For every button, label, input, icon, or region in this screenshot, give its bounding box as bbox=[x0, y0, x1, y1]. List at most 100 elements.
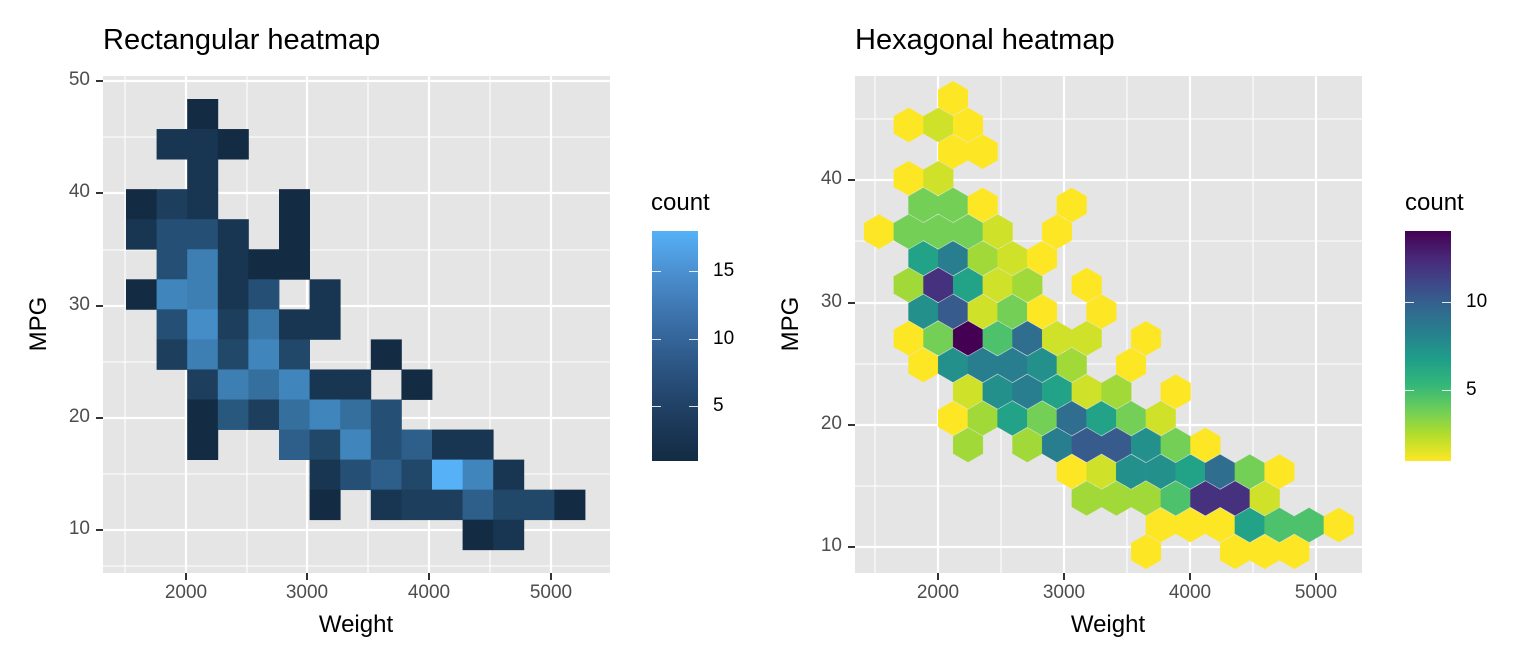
hex-ytick-mark bbox=[848, 424, 855, 426]
heatmap-tile bbox=[156, 279, 188, 310]
rect-ytick-mark bbox=[96, 417, 103, 419]
heatmap-tile bbox=[462, 489, 494, 521]
heatmap-tile bbox=[187, 219, 219, 250]
heatmap-tile bbox=[156, 339, 188, 370]
hex-ytick-mark bbox=[848, 302, 855, 304]
heatmap-tile bbox=[370, 399, 402, 430]
heatmap-tile bbox=[493, 519, 525, 551]
hex-xtick-5000: 5000 bbox=[1294, 582, 1338, 603]
heatmap-tile bbox=[309, 429, 341, 460]
heatmap-tile bbox=[156, 129, 188, 160]
heatmap-tile bbox=[309, 489, 341, 521]
rect-xtick-4000: 4000 bbox=[407, 582, 451, 603]
heatmap-tile bbox=[248, 309, 280, 340]
hex-cell bbox=[1101, 374, 1132, 410]
hex-cell bbox=[938, 80, 969, 116]
rect-legend-label-5: 5 bbox=[713, 395, 724, 416]
heatmap-tile bbox=[401, 429, 433, 460]
heatmap-tile bbox=[309, 279, 341, 310]
rect-legend-colorbar bbox=[652, 231, 698, 461]
heatmap-tile bbox=[279, 399, 310, 430]
heatmap-tile bbox=[279, 249, 310, 280]
heatmap-tile bbox=[432, 459, 463, 491]
hex-legend-label-10: 10 bbox=[1466, 291, 1488, 312]
heatmap-tile bbox=[462, 459, 494, 491]
hex-cell bbox=[1071, 320, 1102, 356]
heatmap-tile bbox=[279, 369, 310, 400]
rect-ytick-50: 50 bbox=[68, 69, 90, 90]
hex-ytick-mark bbox=[848, 546, 855, 548]
heatmap-tile bbox=[217, 219, 249, 250]
rect-chart-title: Rectangular heatmap bbox=[103, 24, 381, 56]
heatmap-tile bbox=[217, 399, 249, 430]
heatmap-tile bbox=[217, 129, 249, 160]
heatmap-tile bbox=[340, 429, 372, 460]
heatmap-tile bbox=[126, 219, 157, 250]
hex-xtick-2000: 2000 bbox=[916, 582, 960, 603]
heatmap-tile bbox=[187, 339, 219, 370]
hex-cell bbox=[1160, 374, 1191, 410]
rect-legend-tick bbox=[652, 271, 661, 272]
rect-legend-title: count bbox=[651, 189, 710, 216]
heatmap-tile bbox=[187, 429, 219, 460]
heatmap-tile bbox=[156, 189, 188, 220]
hex-xtick-3000: 3000 bbox=[1042, 582, 1086, 603]
rect-y-axis-title: MPG bbox=[25, 296, 52, 352]
heatmap-tile bbox=[187, 369, 219, 400]
rect-xtick-mark bbox=[185, 573, 187, 580]
heatmap-tile bbox=[401, 489, 433, 521]
hex-legend-tick bbox=[1405, 390, 1414, 391]
heatmap-tile bbox=[340, 399, 372, 430]
heatmap-tile bbox=[493, 489, 525, 521]
heatmap-tile bbox=[248, 399, 280, 430]
hex-cell bbox=[952, 427, 984, 463]
rect-xtick-3000: 3000 bbox=[285, 582, 329, 603]
hex-cell bbox=[1012, 267, 1043, 303]
rect-xtick-mark bbox=[550, 573, 552, 580]
hex-cell bbox=[1027, 294, 1058, 329]
hex-legend-label-5: 5 bbox=[1466, 379, 1477, 400]
heatmap-tile bbox=[309, 369, 341, 400]
heatmap-tile bbox=[248, 249, 280, 280]
rect-ytick-mark bbox=[96, 80, 103, 82]
rect-legend-tick bbox=[652, 406, 661, 407]
heatmap-tile bbox=[156, 249, 188, 280]
heatmap-tile bbox=[187, 309, 219, 340]
heatmap-tile bbox=[309, 399, 341, 430]
hex-cell bbox=[1027, 240, 1058, 276]
hex-xtick-4000: 4000 bbox=[1168, 582, 1212, 603]
rect-ytick-mark bbox=[96, 529, 103, 531]
hex-heatmap-cells bbox=[855, 76, 1362, 573]
heatmap-tile bbox=[370, 429, 402, 460]
heatmap-tile bbox=[279, 219, 310, 250]
heatmap-tile bbox=[554, 489, 586, 521]
hex-legend-tick bbox=[1442, 390, 1451, 391]
heatmap-tile bbox=[187, 159, 219, 190]
hex-cell bbox=[1190, 427, 1221, 463]
heatmap-tile bbox=[309, 309, 341, 340]
hex-cell bbox=[1130, 534, 1162, 570]
heatmap-tile bbox=[217, 249, 249, 280]
heatmap-tile bbox=[156, 309, 188, 340]
hex-xtick-mark bbox=[937, 573, 939, 580]
heatmap-tile bbox=[126, 279, 157, 310]
rect-legend-tick bbox=[652, 339, 661, 340]
heatmap-tile bbox=[462, 519, 494, 551]
heatmap-tile bbox=[217, 339, 249, 370]
heatmap-tile bbox=[432, 429, 463, 460]
heatmap-tile bbox=[248, 369, 280, 400]
heatmap-tile bbox=[187, 129, 219, 160]
hex-cell bbox=[893, 107, 924, 143]
rect-legend-label-10: 10 bbox=[713, 328, 735, 349]
rect-legend-tick bbox=[689, 406, 698, 407]
hex-xtick-mark bbox=[1189, 573, 1191, 580]
hex-cell bbox=[1116, 347, 1147, 383]
heatmap-tile bbox=[462, 429, 494, 460]
hex-cell bbox=[982, 214, 1013, 249]
rect-ytick-mark bbox=[96, 192, 103, 194]
rect-legend-label-15: 15 bbox=[713, 260, 735, 281]
hex-cell bbox=[1086, 294, 1117, 329]
heatmap-tile bbox=[370, 339, 402, 370]
heatmap-tile bbox=[309, 459, 341, 491]
hex-ytick-40: 40 bbox=[820, 168, 842, 189]
